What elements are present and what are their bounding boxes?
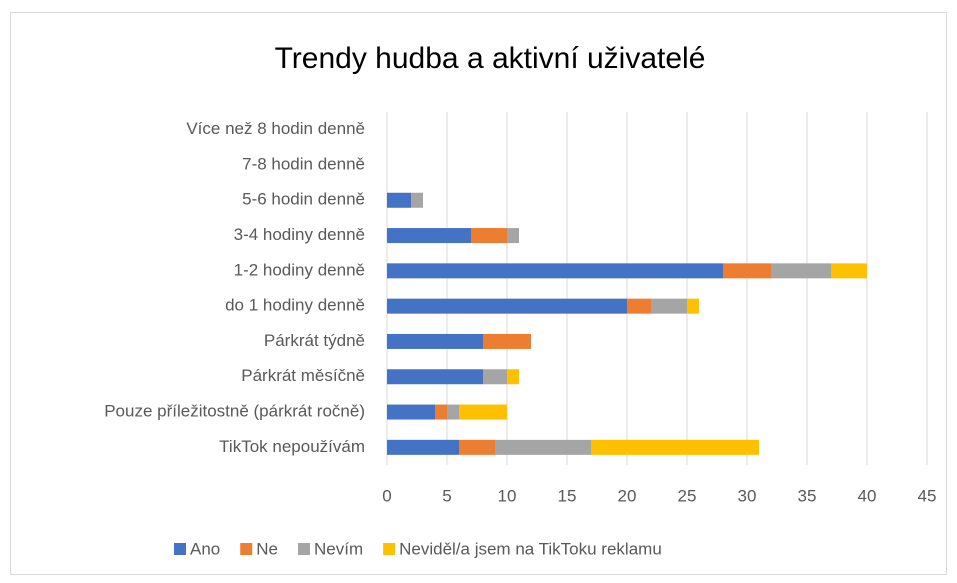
legend-label: Ne (256, 539, 278, 558)
x-tick-label: 30 (738, 486, 757, 505)
x-tick-label: 25 (678, 486, 697, 505)
y-tick-label: 5-6 hodin denně (242, 190, 365, 209)
bar-segment (771, 263, 831, 279)
bar-segment (387, 333, 483, 349)
x-tick-label: 20 (618, 486, 637, 505)
bar-segment (627, 298, 651, 314)
bar-segment (651, 298, 687, 314)
y-tick-label: Pouze příležitostně (párkrát ročně) (104, 402, 365, 421)
y-tick-label: 3-4 hodiny denně (234, 225, 365, 244)
bar-segment (723, 263, 771, 279)
y-tick-label: do 1 hodiny denně (225, 296, 365, 315)
bar-segment (507, 228, 519, 244)
bar-segment (483, 369, 507, 385)
bar-segment (411, 192, 423, 208)
x-tick-label: 40 (858, 486, 877, 505)
chart-title: Trendy hudba a aktivní uživatelé (275, 42, 706, 75)
chart-frame (10, 12, 947, 575)
bar-segment (483, 333, 531, 349)
bar-segment (687, 298, 699, 314)
bar-segment (387, 439, 459, 455)
legend-swatch (240, 543, 253, 555)
bar-segment (387, 228, 471, 244)
y-tick-label: Párkrát měsíčně (241, 366, 365, 385)
legend-label: Nevím (314, 539, 363, 558)
legend-label: Ano (190, 539, 220, 558)
x-tick-label: 5 (442, 486, 451, 505)
x-tick-label: 45 (918, 486, 937, 505)
y-tick-label: 7-8 hodin denně (242, 154, 365, 173)
legend-label: Neviděl/a jsem na TikToku reklamu (399, 539, 662, 558)
x-tick-label: 10 (498, 486, 517, 505)
bar-segment (447, 404, 459, 420)
bar-segment (591, 439, 759, 455)
legend-swatch (297, 543, 310, 555)
bar-segment (387, 263, 723, 279)
bar-segment (471, 228, 507, 244)
x-tick-label: 35 (798, 486, 817, 505)
bar-segment (507, 369, 519, 385)
bar-segment (831, 263, 867, 279)
y-tick-label: Více než 8 hodin denně (186, 119, 365, 138)
legend-swatch (174, 543, 186, 555)
y-tick-label: Párkrát týdně (264, 331, 365, 350)
x-tick-label: 0 (382, 486, 391, 505)
bar-segment (459, 439, 495, 455)
y-tick-label: 1-2 hodiny denně (234, 260, 365, 279)
bar-segment (387, 369, 483, 385)
bar-segment (459, 404, 507, 420)
bar-segment (387, 404, 435, 420)
y-tick-label: TikTok nepoužívám (219, 437, 365, 456)
bar-segment (435, 404, 447, 420)
bar-segment (495, 439, 591, 455)
x-tick-label: 15 (558, 486, 577, 505)
bar-segment (387, 192, 411, 208)
bar-segment (387, 298, 627, 314)
legend-swatch (383, 543, 396, 555)
